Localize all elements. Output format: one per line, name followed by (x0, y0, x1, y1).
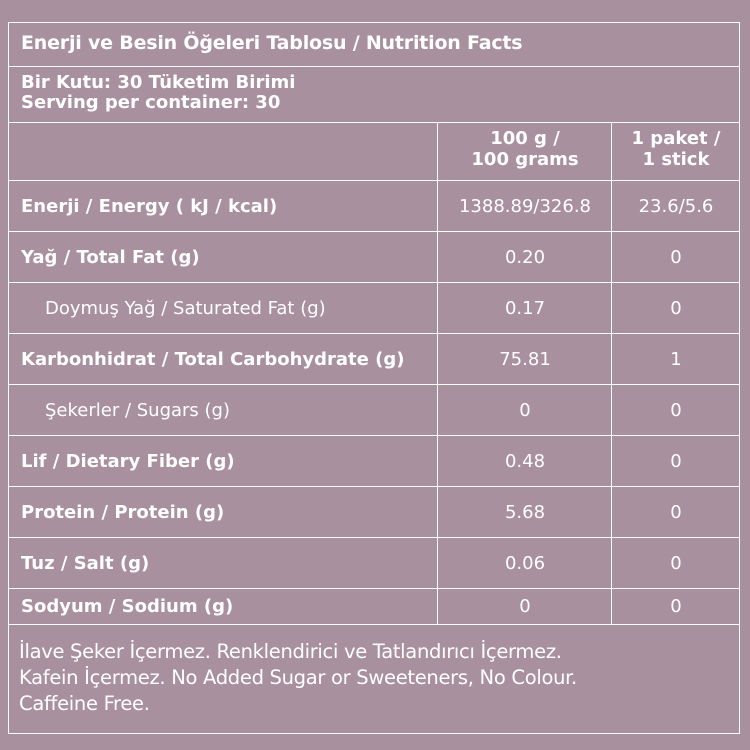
column-header-per-100g-line1: 100 g / (490, 128, 560, 149)
column-header-row: 100 g / 100 grams 1 paket / 1 stick (9, 123, 739, 181)
row-label: Protein / Protein (g) (21, 501, 225, 523)
row-value-per-100g: 0.48 (504, 450, 546, 472)
table-row-dietary-fiber: Lif / Dietary Fiber (g) 0.48 0 (9, 436, 739, 487)
row-value-per-stick: 0 (670, 552, 682, 574)
row-value-per-stick: 0 (670, 297, 682, 319)
column-header-per-stick-line1: 1 paket / (631, 128, 721, 149)
row-label: Doymuş Yağ / Saturated Fat (g) (45, 297, 326, 319)
table-row-salt: Tuz / Salt (g) 0.06 0 (9, 538, 739, 589)
row-value-per-stick: 1 (670, 348, 682, 370)
row-value-per-100g: 0 (519, 399, 531, 421)
footer-line: Caffeine Free. (19, 692, 150, 715)
row-label: Şekerler / Sugars (g) (45, 399, 231, 421)
column-header-per-stick: 1 paket / 1 stick (612, 128, 740, 170)
row-value-per-stick: 0 (670, 399, 682, 421)
row-value-per-100g: 0 (519, 596, 531, 617)
row-value-per-100g: 5.68 (504, 501, 546, 523)
column-divider (611, 123, 612, 625)
row-label: Enerji / Energy ( kJ / kcal) (21, 195, 278, 217)
table-row-sugars: Şekerler / Sugars (g) 0 0 (9, 385, 739, 436)
table-row-energy: Enerji / Energy ( kJ / kcal) 1388.89/326… (9, 181, 739, 232)
table-row-sodium: Sodyum / Sodium (g) 0 0 (9, 589, 739, 625)
table-row-saturated-fat: Doymuş Yağ / Saturated Fat (g) 0.17 0 (9, 283, 739, 334)
row-label: Yağ / Total Fat (g) (21, 246, 200, 268)
row-value-per-stick: 0 (670, 596, 682, 617)
nutrition-facts-table: Enerji ve Besin Öğeleri Tablosu / Nutrit… (8, 22, 740, 734)
row-value-per-100g: 0.17 (504, 297, 546, 319)
column-divider (437, 123, 438, 625)
column-header-per-100g: 100 g / 100 grams (438, 128, 612, 170)
row-value-per-100g: 1388.89/326.8 (458, 195, 592, 217)
row-value-per-stick: 0 (670, 246, 682, 268)
serving-per-box: Bir Kutu: 30 Tüketim Birimi (21, 72, 296, 93)
table-row-protein: Protein / Protein (g) 5.68 0 (9, 487, 739, 538)
row-value-per-stick: 23.6/5.6 (638, 195, 714, 217)
row-label: Lif / Dietary Fiber (g) (21, 450, 235, 472)
row-value-per-100g: 0.20 (504, 246, 546, 268)
row-value-per-stick: 0 (670, 450, 682, 472)
serving-per-container: Serving per container: 30 (21, 92, 281, 113)
serving-info: Bir Kutu: 30 Tüketim Birimi Serving per … (9, 67, 739, 123)
column-header-per-100g-line2: 100 grams (471, 149, 579, 170)
column-header-per-stick-line2: 1 stick (642, 149, 710, 170)
row-label: Tuz / Salt (g) (21, 552, 150, 574)
row-label: Karbonhidrat / Total Carbohydrate (g) (21, 348, 405, 370)
table-title: Enerji ve Besin Öğeleri Tablosu / Nutrit… (9, 23, 739, 67)
footer-line: Kafein İçermez. No Added Sugar or Sweete… (19, 666, 577, 689)
row-label: Sodyum / Sodium (g) (21, 596, 234, 617)
table-row-carbohydrate: Karbonhidrat / Total Carbohydrate (g) 75… (9, 334, 739, 385)
row-value-per-100g: 75.81 (499, 348, 551, 370)
row-value-per-stick: 0 (670, 501, 682, 523)
footer-line: İlave Şeker İçermez. Renklendirici ve Ta… (19, 640, 562, 663)
table-row-total-fat: Yağ / Total Fat (g) 0.20 0 (9, 232, 739, 283)
row-value-per-100g: 0.06 (504, 552, 546, 574)
footer-notes: İlave Şeker İçermez. Renklendirici ve Ta… (9, 625, 739, 735)
